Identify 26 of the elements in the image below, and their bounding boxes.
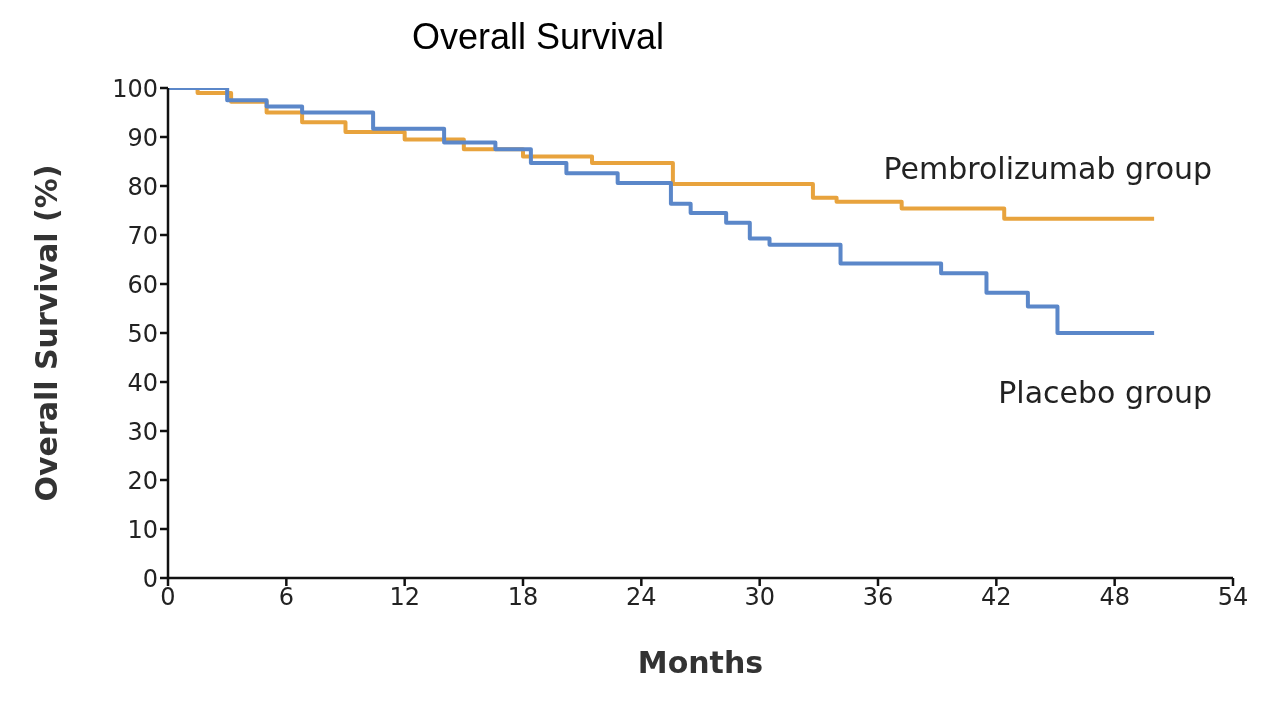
x-axis-title: Months [637, 645, 764, 680]
y-tick-label: 60 [127, 270, 158, 299]
y-tick-label: 0 [142, 564, 158, 593]
x-tick-label: 0 [160, 583, 176, 612]
y-tick-label: 10 [127, 515, 158, 544]
x-tick-label: 42 [981, 583, 1012, 612]
x-tick-label: 48 [1099, 583, 1130, 612]
y-tick-label: 30 [127, 417, 158, 446]
y-axis-title: Overall Survival (%) [28, 164, 64, 502]
series-label: Placebo group [998, 375, 1213, 410]
y-tick-label: 20 [127, 466, 158, 495]
x-tick-label: 6 [278, 583, 294, 612]
chart-title: Overall Survival [410, 16, 666, 58]
x-tick-label: 18 [507, 583, 539, 612]
y-tick-label: 80 [127, 172, 158, 201]
x-tick-label: 12 [389, 583, 420, 612]
series-label: Pembrolizumab group [883, 150, 1213, 186]
y-tick-label: 50 [127, 319, 158, 348]
y-tick-label: 90 [127, 123, 158, 152]
x-tick-label: 30 [744, 583, 775, 612]
x-tick-label: 54 [1217, 583, 1249, 612]
y-tick-label: 40 [127, 368, 158, 397]
x-tick-label: 24 [626, 583, 657, 612]
x-tick-label: 36 [862, 583, 894, 612]
y-tick-label: 70 [127, 221, 158, 250]
y-tick-label: 100 [112, 74, 158, 103]
